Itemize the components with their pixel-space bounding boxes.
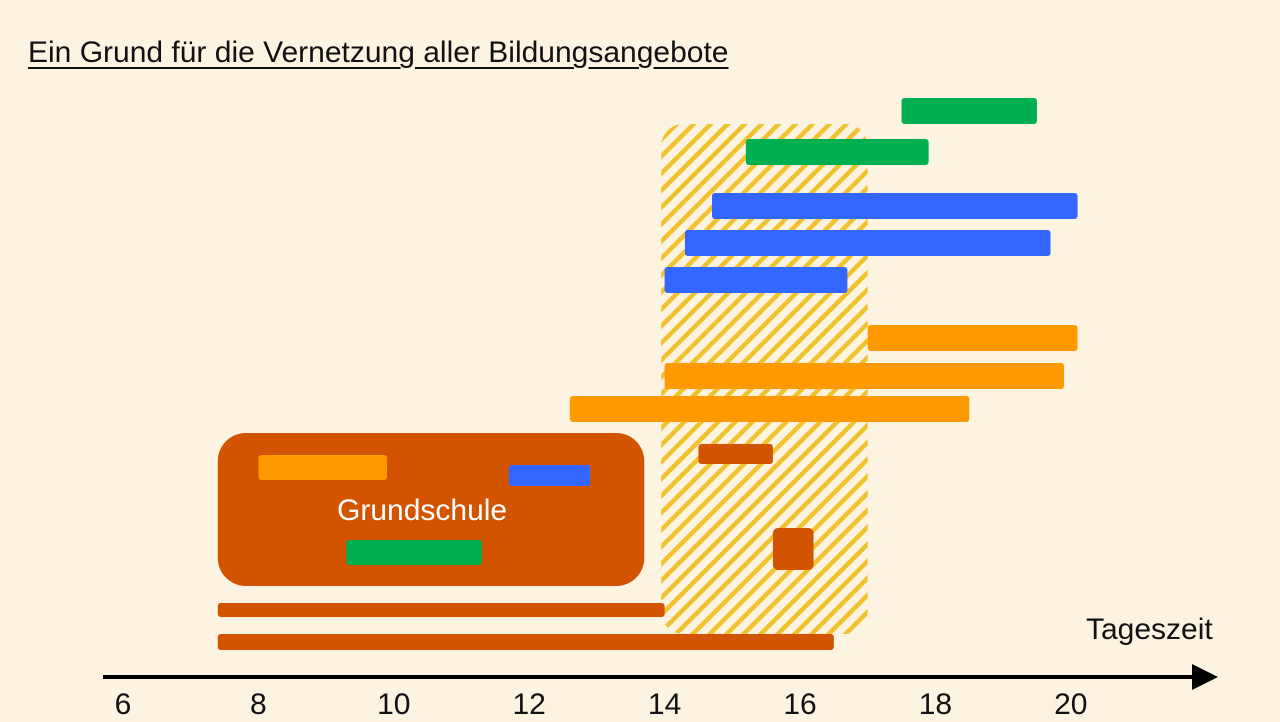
activity-bars bbox=[217, 98, 1078, 650]
axis-title: Tageszeit bbox=[1086, 613, 1213, 646]
activity-bar-orange bbox=[867, 325, 1078, 351]
axis-tick-label: 8 bbox=[250, 688, 267, 721]
activity-bar-orange bbox=[569, 396, 970, 422]
axis-tick-label: 12 bbox=[512, 688, 546, 721]
activity-bar-rust bbox=[217, 603, 665, 617]
activity-bar-blue bbox=[684, 230, 1051, 256]
time-axis bbox=[103, 664, 1218, 690]
activity-bar-green bbox=[346, 540, 482, 565]
axis-tick-label: 14 bbox=[647, 688, 682, 721]
activity-bar-blue bbox=[664, 267, 848, 293]
activity-bar-green bbox=[901, 98, 1037, 124]
grundschule-label: Grundschule bbox=[337, 494, 508, 527]
axis-tick-label: 10 bbox=[377, 688, 411, 721]
axis-tick-label: 6 bbox=[114, 688, 132, 721]
activity-bar-blue bbox=[508, 465, 591, 486]
axis-tick-label: 16 bbox=[783, 688, 817, 721]
activity-bar-rust bbox=[772, 528, 814, 570]
axis-tick-label: 18 bbox=[918, 688, 953, 721]
activity-bar-orange bbox=[258, 455, 388, 480]
activity-bar-green bbox=[745, 139, 929, 165]
axis-tick-label: 20 bbox=[1054, 688, 1088, 721]
activity-bar-rust bbox=[217, 634, 834, 650]
activity-bar-orange bbox=[664, 363, 1065, 389]
activity-bar-rust bbox=[698, 444, 773, 464]
activity-bar-blue bbox=[711, 193, 1078, 219]
axis-arrowhead bbox=[1192, 664, 1218, 690]
slide-title: Ein Grund für die Vernetzung aller Bildu… bbox=[28, 36, 729, 69]
